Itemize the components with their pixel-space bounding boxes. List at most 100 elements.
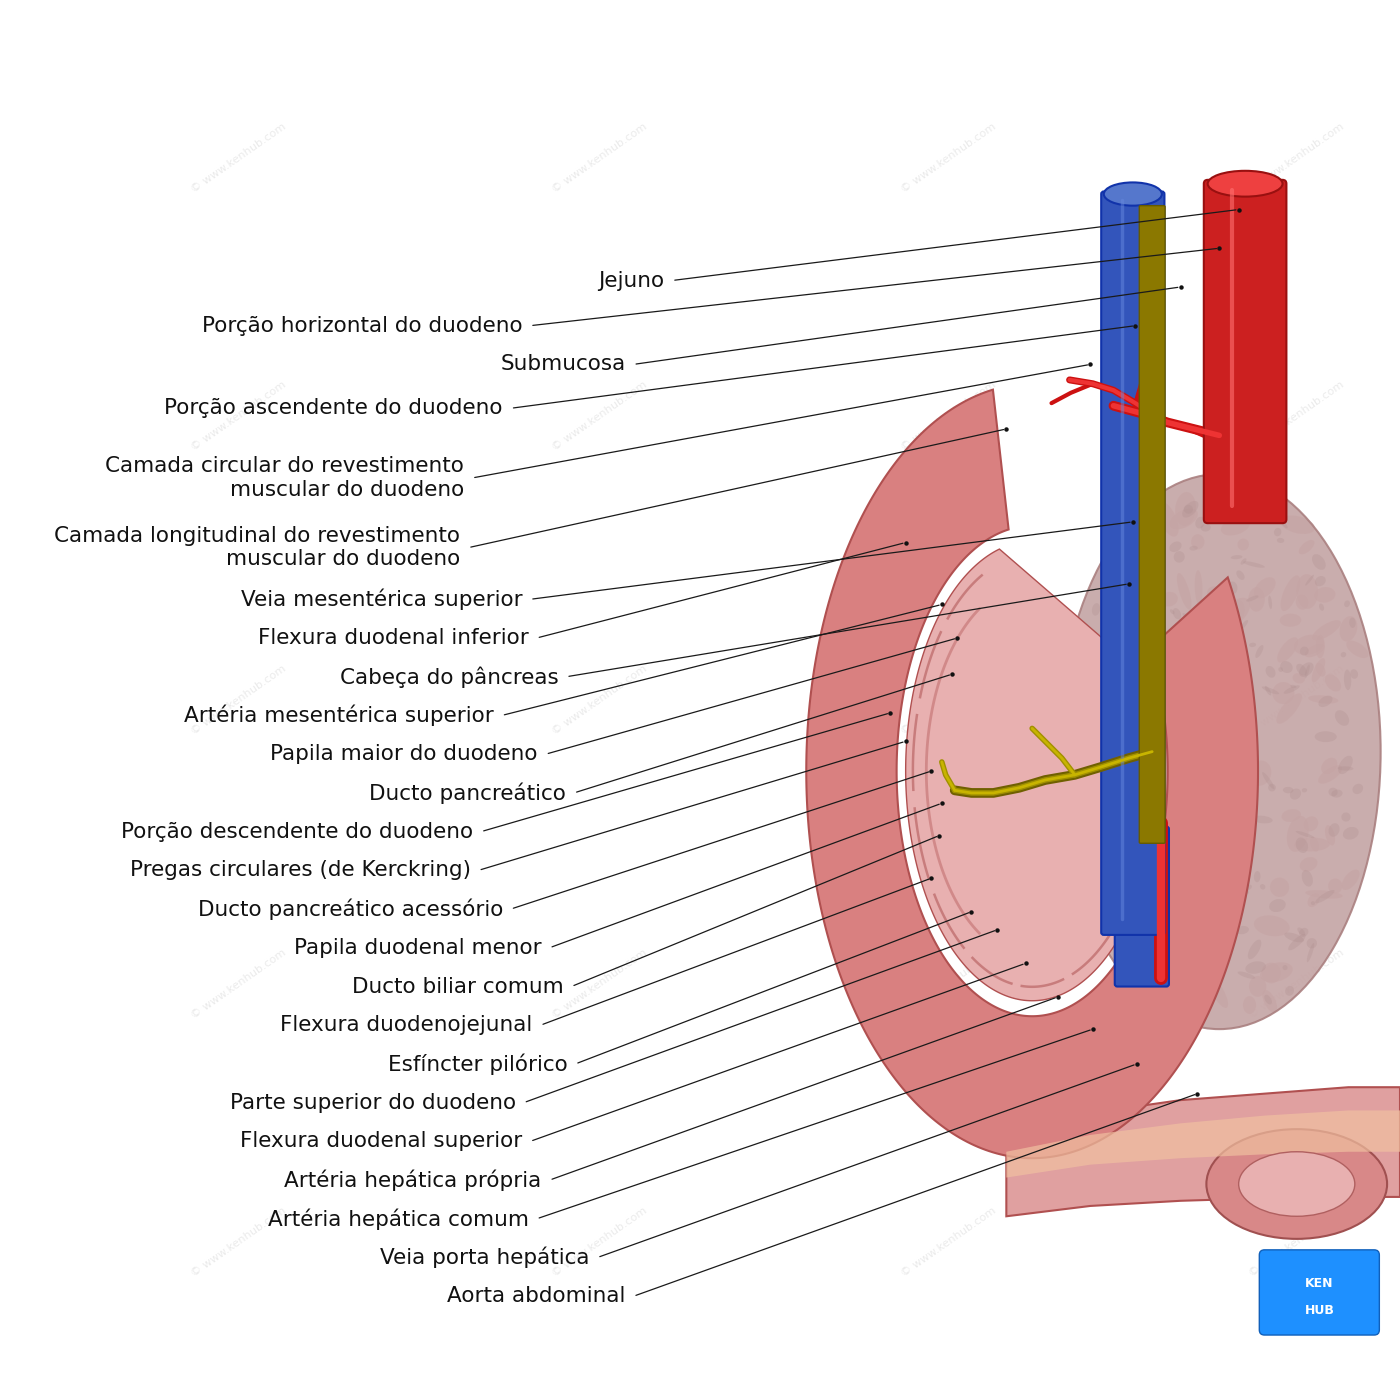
Ellipse shape — [1256, 645, 1263, 658]
Ellipse shape — [1350, 617, 1355, 629]
Ellipse shape — [1316, 634, 1324, 658]
Text: © www.kenhub.com: © www.kenhub.com — [899, 948, 998, 1021]
Ellipse shape — [1140, 916, 1147, 921]
Text: Esfíncter pilórico: Esfíncter pilórico — [388, 1053, 567, 1075]
Ellipse shape — [1196, 848, 1214, 868]
Ellipse shape — [1246, 595, 1259, 602]
Text: © www.kenhub.com: © www.kenhub.com — [189, 664, 287, 736]
Ellipse shape — [1282, 965, 1288, 970]
Ellipse shape — [1219, 732, 1226, 738]
Ellipse shape — [1277, 538, 1284, 543]
Ellipse shape — [1225, 605, 1236, 610]
Ellipse shape — [1149, 811, 1172, 832]
Ellipse shape — [1236, 925, 1249, 934]
Ellipse shape — [1131, 909, 1140, 914]
Ellipse shape — [1168, 937, 1179, 945]
Ellipse shape — [1148, 588, 1163, 599]
Ellipse shape — [1305, 575, 1315, 585]
Ellipse shape — [1277, 637, 1298, 662]
Ellipse shape — [1341, 652, 1347, 658]
Ellipse shape — [1169, 508, 1198, 529]
Ellipse shape — [1106, 707, 1114, 717]
Ellipse shape — [1086, 840, 1105, 860]
Ellipse shape — [1078, 836, 1089, 848]
Ellipse shape — [1221, 518, 1250, 536]
Ellipse shape — [1137, 713, 1161, 739]
Ellipse shape — [1214, 662, 1218, 668]
Ellipse shape — [1184, 756, 1194, 769]
Text: © www.kenhub.com: © www.kenhub.com — [189, 1205, 287, 1278]
Text: Veia mesentérica superior: Veia mesentérica superior — [241, 588, 522, 610]
Ellipse shape — [1319, 603, 1324, 610]
Ellipse shape — [1091, 704, 1102, 714]
Ellipse shape — [1121, 864, 1128, 868]
Ellipse shape — [1249, 976, 1267, 997]
Text: Ducto pancreático acessório: Ducto pancreático acessório — [197, 899, 503, 920]
Text: © www.kenhub.com: © www.kenhub.com — [1247, 948, 1345, 1021]
Ellipse shape — [1135, 650, 1158, 675]
Ellipse shape — [1084, 731, 1103, 739]
Ellipse shape — [1306, 938, 1317, 948]
Ellipse shape — [1092, 603, 1100, 616]
Ellipse shape — [1249, 643, 1256, 647]
Ellipse shape — [1204, 899, 1212, 909]
Text: © www.kenhub.com: © www.kenhub.com — [899, 122, 998, 195]
Ellipse shape — [1249, 496, 1257, 511]
Text: HUB: HUB — [1305, 1303, 1334, 1317]
Ellipse shape — [1222, 920, 1231, 923]
Ellipse shape — [1343, 827, 1358, 840]
Ellipse shape — [1315, 890, 1334, 903]
Text: © www.kenhub.com: © www.kenhub.com — [550, 1205, 650, 1278]
Ellipse shape — [1119, 916, 1128, 935]
Ellipse shape — [1133, 791, 1163, 805]
Ellipse shape — [1260, 962, 1292, 983]
Ellipse shape — [1254, 577, 1275, 599]
Text: © www.kenhub.com: © www.kenhub.com — [1247, 664, 1345, 736]
Ellipse shape — [1176, 703, 1184, 717]
Ellipse shape — [1134, 682, 1142, 694]
Ellipse shape — [1291, 685, 1296, 687]
Ellipse shape — [1207, 1130, 1387, 1239]
Ellipse shape — [1299, 540, 1315, 554]
Ellipse shape — [1310, 837, 1319, 851]
Text: Porção descendente do duodeno: Porção descendente do duodeno — [122, 822, 473, 841]
Ellipse shape — [1317, 766, 1343, 784]
Ellipse shape — [1260, 883, 1266, 889]
Ellipse shape — [1254, 916, 1289, 937]
Ellipse shape — [1200, 857, 1208, 881]
Ellipse shape — [1197, 907, 1211, 921]
Ellipse shape — [1288, 934, 1306, 951]
Text: Cabeça do pâncreas: Cabeça do pâncreas — [340, 666, 559, 687]
Ellipse shape — [1282, 522, 1288, 528]
Ellipse shape — [1295, 837, 1308, 853]
Ellipse shape — [1207, 587, 1232, 609]
Text: © www.kenhub.com: © www.kenhub.com — [550, 948, 650, 1021]
Ellipse shape — [1168, 934, 1190, 966]
Ellipse shape — [1341, 869, 1359, 890]
Text: © www.kenhub.com: © www.kenhub.com — [899, 379, 998, 452]
Ellipse shape — [1315, 575, 1326, 587]
FancyBboxPatch shape — [1114, 826, 1169, 987]
Ellipse shape — [1161, 592, 1177, 606]
Ellipse shape — [1116, 596, 1133, 602]
Ellipse shape — [1298, 927, 1305, 935]
Ellipse shape — [1219, 603, 1231, 617]
Ellipse shape — [1261, 963, 1281, 983]
Ellipse shape — [1239, 861, 1246, 881]
FancyBboxPatch shape — [1140, 206, 1165, 843]
Ellipse shape — [1324, 825, 1336, 846]
Ellipse shape — [1319, 696, 1333, 707]
Ellipse shape — [1159, 937, 1189, 966]
Ellipse shape — [1277, 693, 1302, 724]
Ellipse shape — [1194, 570, 1203, 605]
Ellipse shape — [1190, 546, 1198, 550]
Ellipse shape — [1236, 745, 1252, 752]
Ellipse shape — [1137, 888, 1145, 902]
Text: © www.kenhub.com: © www.kenhub.com — [550, 379, 650, 452]
Ellipse shape — [1239, 1152, 1355, 1217]
Ellipse shape — [1236, 783, 1250, 802]
Text: © www.kenhub.com: © www.kenhub.com — [1247, 1205, 1345, 1278]
Ellipse shape — [1308, 893, 1320, 907]
Ellipse shape — [1079, 871, 1092, 883]
Text: © www.kenhub.com: © www.kenhub.com — [1247, 122, 1345, 195]
